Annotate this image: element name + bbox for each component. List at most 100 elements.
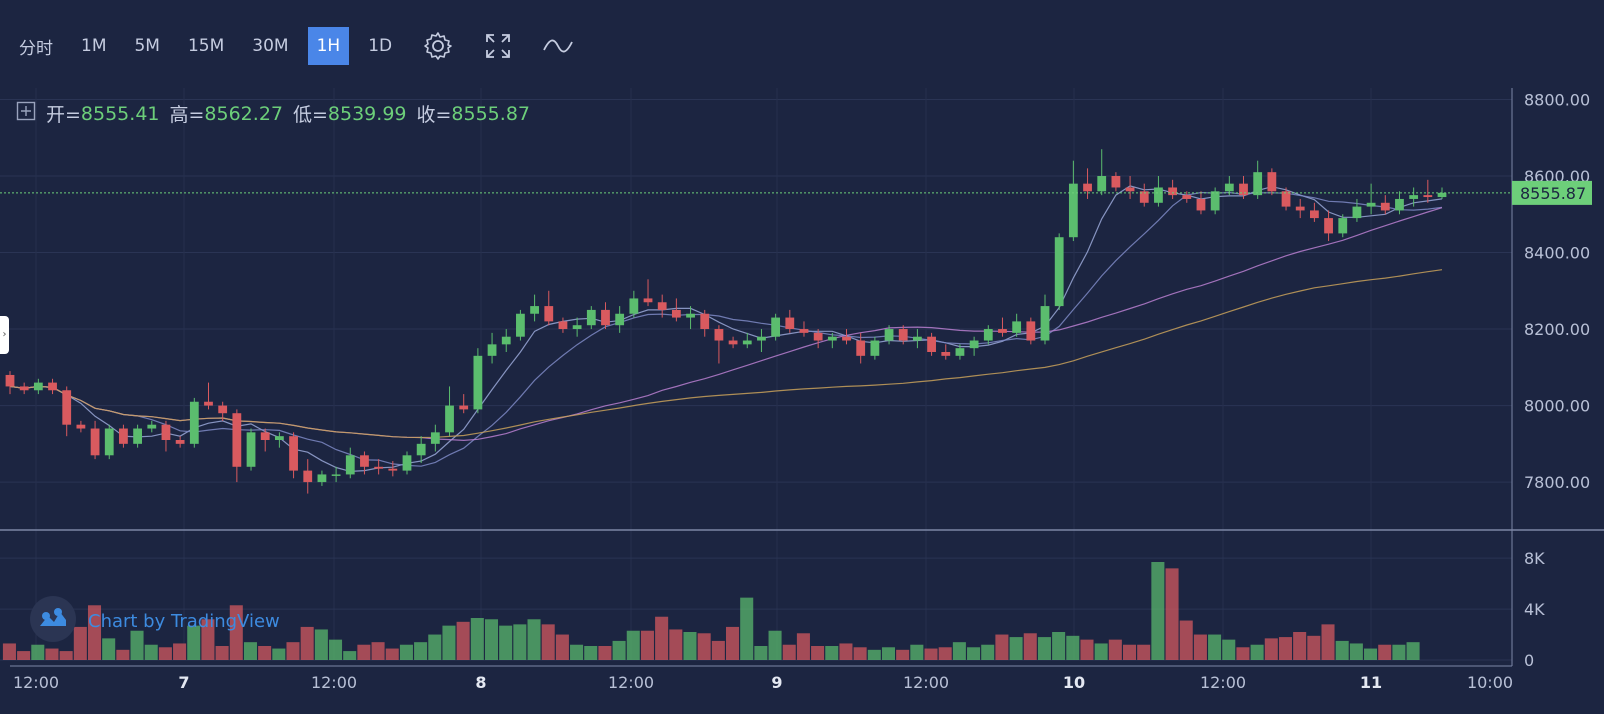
volume-bar bbox=[541, 624, 555, 660]
volume-bar bbox=[428, 634, 442, 660]
volume-bar bbox=[995, 634, 1009, 660]
candle bbox=[714, 325, 724, 364]
volume-bar bbox=[967, 647, 981, 660]
volume-tick-label: 8K bbox=[1524, 549, 1545, 568]
candle bbox=[856, 332, 866, 364]
volume-bar bbox=[116, 649, 130, 660]
candle bbox=[345, 447, 355, 479]
indicator-icon[interactable] bbox=[539, 27, 577, 65]
volume-bar bbox=[31, 644, 45, 660]
candle bbox=[686, 306, 695, 330]
candle bbox=[161, 420, 171, 452]
volume-bar bbox=[825, 646, 839, 660]
side-panel-toggle[interactable]: › bbox=[0, 316, 9, 354]
volume-bar bbox=[187, 625, 201, 660]
tradingview-watermark[interactable]: Chart by TradingView bbox=[30, 596, 280, 646]
volume-bar bbox=[853, 647, 867, 660]
candle bbox=[1395, 191, 1404, 215]
volume-bar bbox=[655, 616, 669, 660]
interval-button-1m[interactable]: 1M bbox=[81, 36, 107, 56]
volume-bar bbox=[1009, 637, 1023, 660]
candle bbox=[289, 432, 298, 479]
candle bbox=[1380, 195, 1390, 215]
volume-bar bbox=[640, 630, 654, 660]
volume-bar bbox=[130, 630, 144, 660]
volume-bar bbox=[1236, 647, 1250, 660]
candle bbox=[1097, 149, 1107, 196]
time-tick-label: 10 bbox=[1063, 673, 1085, 692]
candle bbox=[927, 332, 936, 356]
ma-line bbox=[9, 269, 1443, 439]
candle bbox=[1196, 191, 1206, 215]
candle bbox=[1012, 313, 1022, 337]
interval-button-timeline[interactable]: 分时 bbox=[19, 38, 53, 59]
volume-bar bbox=[300, 626, 314, 660]
interval-button-15m[interactable]: 15M bbox=[187, 36, 225, 56]
candle bbox=[544, 290, 554, 326]
volume-bar bbox=[1151, 562, 1165, 660]
candle bbox=[629, 290, 639, 318]
candle bbox=[473, 348, 483, 414]
interval-button-30m[interactable]: 30M bbox=[252, 36, 289, 56]
open-label: 开= bbox=[46, 104, 81, 126]
chart-grid bbox=[0, 88, 1512, 661]
interval-button-5m[interactable]: 5M bbox=[134, 36, 160, 56]
volume-bar bbox=[1165, 568, 1179, 660]
volume-bar bbox=[1037, 637, 1051, 660]
candle bbox=[147, 420, 157, 433]
volume-bar bbox=[258, 646, 272, 660]
volume-bar bbox=[924, 648, 938, 660]
volume-bar bbox=[1137, 644, 1151, 660]
interval-button-1h[interactable]: 1H bbox=[307, 27, 350, 65]
moving-average-lines bbox=[9, 185, 1443, 473]
candle bbox=[516, 309, 525, 341]
volume-bar bbox=[243, 642, 257, 660]
volume-bar bbox=[612, 640, 626, 660]
volume-bar bbox=[414, 642, 428, 660]
watermark-text: Chart by TradingView bbox=[88, 610, 280, 632]
candle bbox=[785, 309, 795, 333]
volume-bar bbox=[1250, 644, 1264, 660]
volume-bar bbox=[796, 633, 810, 660]
candle bbox=[1409, 187, 1419, 207]
candle bbox=[757, 329, 766, 352]
close-label: 收= bbox=[416, 104, 452, 126]
fullscreen-icon[interactable] bbox=[479, 27, 517, 65]
candle bbox=[133, 424, 142, 448]
volume-bar bbox=[2, 643, 16, 660]
gear-icon[interactable] bbox=[419, 27, 457, 65]
candle bbox=[1154, 176, 1163, 207]
close-value: 8555.87 bbox=[451, 102, 530, 125]
time-tick-label: 8 bbox=[475, 673, 486, 692]
volume-bar bbox=[839, 643, 853, 660]
volume-bar bbox=[1364, 648, 1378, 660]
legend-toggle-icon[interactable] bbox=[16, 101, 36, 126]
candle bbox=[742, 332, 752, 349]
volume-bar bbox=[952, 642, 966, 660]
volume-bar bbox=[470, 618, 484, 660]
price-tick-label: 8000.00 bbox=[1524, 397, 1590, 416]
volume-bar bbox=[782, 644, 796, 660]
candle bbox=[1026, 317, 1036, 345]
time-tick-label: 12:00 bbox=[311, 673, 357, 692]
high-value: 8562.27 bbox=[204, 102, 283, 125]
volume-bar bbox=[144, 644, 158, 660]
candle bbox=[1338, 214, 1348, 238]
interval-button-1d[interactable]: 1D bbox=[368, 36, 393, 56]
volume-bar bbox=[343, 651, 357, 660]
candle bbox=[445, 386, 454, 437]
volume-series bbox=[2, 562, 1420, 660]
volume-bar bbox=[329, 639, 343, 660]
candle bbox=[374, 459, 384, 475]
candle bbox=[1423, 179, 1433, 203]
low-value: 8539.99 bbox=[327, 102, 407, 125]
candle bbox=[331, 466, 341, 483]
time-tick-label: 12:00 bbox=[608, 673, 654, 692]
candle bbox=[388, 461, 398, 477]
volume-bar bbox=[1349, 643, 1363, 660]
time-tick-label: 12:00 bbox=[903, 673, 949, 692]
candle bbox=[799, 321, 809, 337]
volume-bar bbox=[73, 626, 87, 660]
volume-bar bbox=[158, 647, 172, 660]
